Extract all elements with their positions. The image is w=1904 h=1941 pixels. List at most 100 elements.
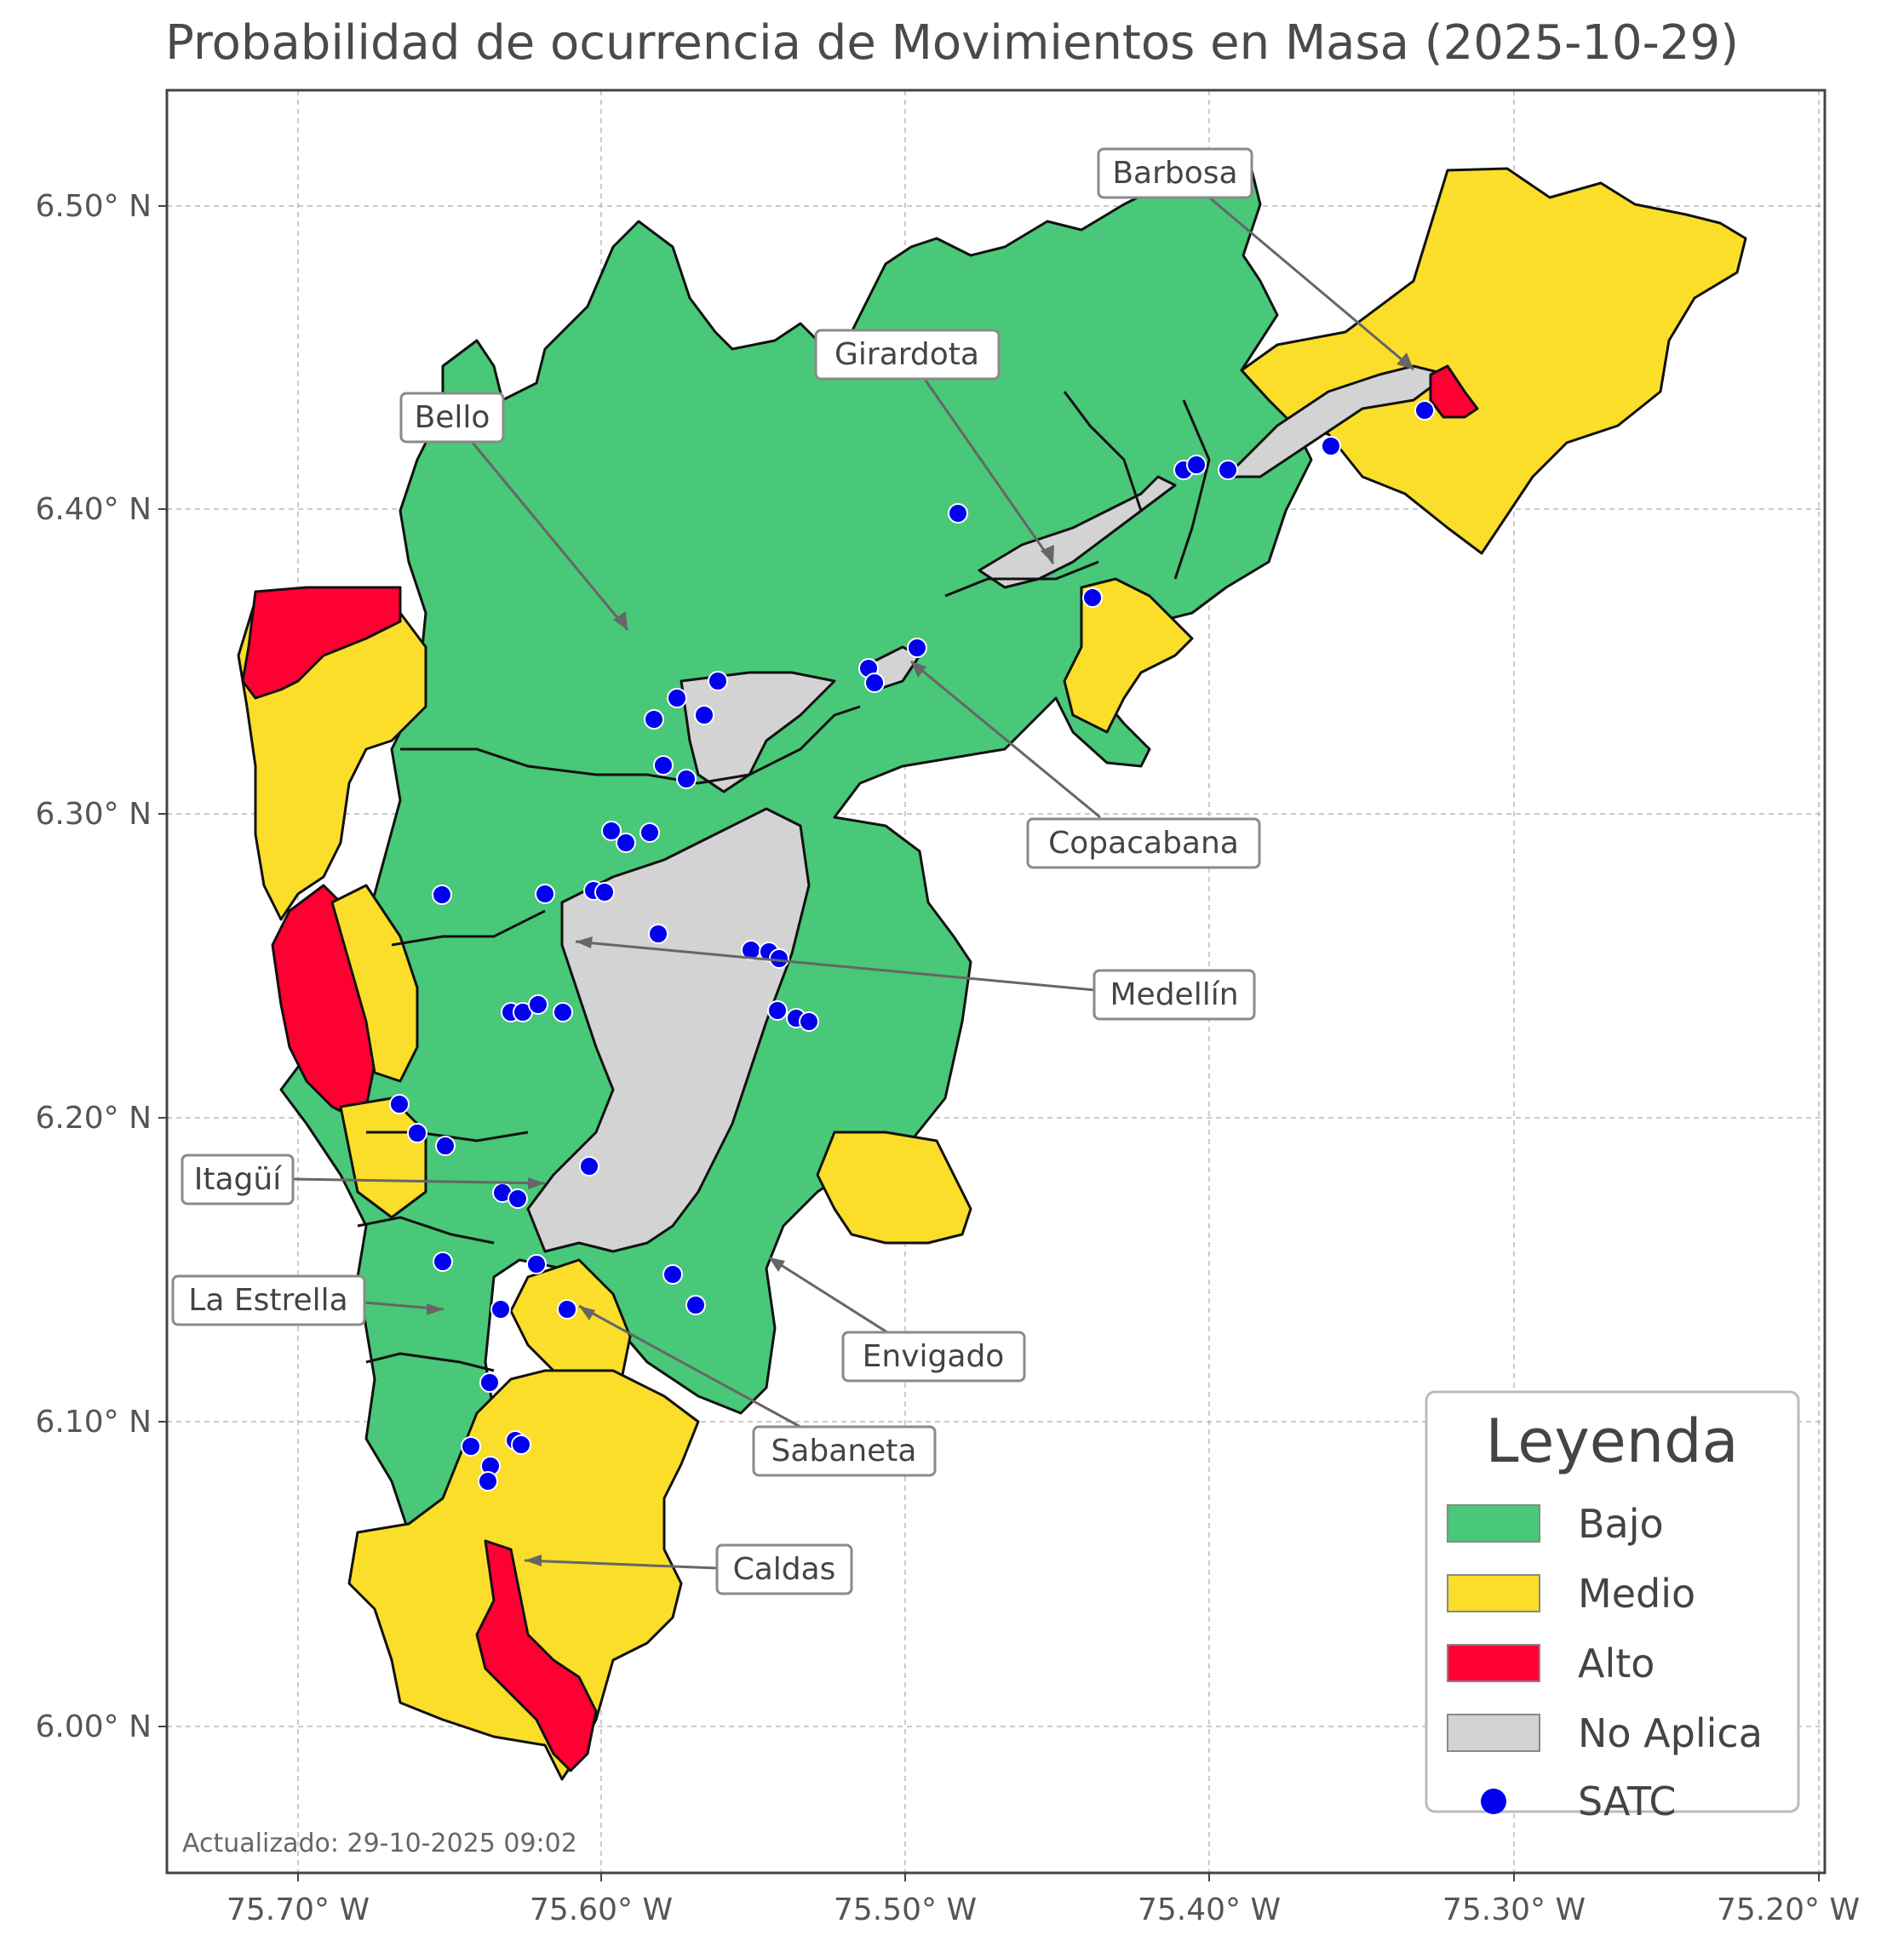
label-envigado: Envigado (768, 1256, 1026, 1383)
plot-frame (165, 89, 1827, 1875)
legend-label-medio: Medio (1578, 1571, 1695, 1617)
satc-marker (435, 1136, 456, 1156)
region-west-center-medio (330, 884, 419, 1083)
satc-marker (478, 1471, 498, 1492)
region-bello-urban (680, 671, 836, 793)
y-tick-label: 6.40° N (35, 492, 152, 527)
legend-box (1425, 1390, 1800, 1813)
muni-label: Medellín (1110, 977, 1238, 1012)
satc-marker (526, 1254, 547, 1274)
region-girardota-medio (1063, 577, 1194, 734)
legend-satc-marker (1481, 1789, 1506, 1814)
muni-label: Itagüí (194, 1162, 282, 1197)
muni-label: La Estrella (188, 1283, 347, 1318)
muni-label: Caldas (733, 1552, 836, 1587)
region-northwest-alto (241, 586, 402, 700)
satc-marker (432, 885, 452, 905)
satc-marker (616, 833, 636, 853)
label-caldas: Caldas (524, 1543, 853, 1595)
satc-marker (553, 1002, 573, 1022)
legend-label-alto: Alto (1578, 1640, 1655, 1686)
label-barbosa: Barbosa (1097, 147, 1414, 371)
legend-swatch-no-aplica (1447, 1714, 1540, 1752)
satc-marker (1414, 400, 1435, 421)
satc-marker (948, 503, 968, 524)
region-caldas-medio (347, 1369, 700, 1781)
x-tick-label: 75.60° W (530, 1892, 673, 1927)
y-tick-label: 6.30° N (35, 797, 152, 832)
satc-marker (1186, 455, 1207, 475)
y-tick-label: 6.50° N (35, 189, 152, 224)
satc-marker (535, 884, 555, 904)
municipal-borders (357, 391, 1211, 1372)
x-tick-label: 75.30° W (1442, 1892, 1586, 1927)
satc-marker (685, 1295, 706, 1315)
satc-marker (461, 1436, 481, 1457)
legend: Leyenda Bajo Medio Alto No Aplica SATC (1425, 1390, 1800, 1824)
satc-marker (767, 1000, 788, 1021)
legend-swatch-alto (1447, 1644, 1540, 1682)
satc-marker (676, 769, 697, 789)
y-tick-label: 6.00° N (35, 1709, 152, 1744)
legend-title: Leyenda (1485, 1406, 1738, 1476)
satc-marker (389, 1094, 410, 1114)
x-tick-label: 75.20° W (1717, 1892, 1860, 1927)
muni-label: Envigado (863, 1339, 1005, 1374)
legend-label-satc: SATC (1578, 1778, 1676, 1824)
region-barbosa (1240, 167, 1747, 555)
x-tick-label: 75.50° W (834, 1892, 977, 1927)
satc-marker (648, 924, 668, 944)
map-title: Probabilidad de ocurrencia de Movimiento… (165, 15, 1739, 71)
legend-swatch-bajo (1447, 1504, 1540, 1543)
x-axis-labels: 75.70° W 75.60° W 75.50° W 75.40° W 75.3… (227, 1892, 1860, 1927)
region-medellin-urban (526, 807, 811, 1253)
satc-marker (490, 1299, 511, 1320)
region-barbosa-alto (1429, 364, 1479, 419)
x-tick-label: 75.70° W (227, 1892, 370, 1927)
label-medellin: Medellín (575, 936, 1256, 1021)
municipality-annotations: Barbosa Girardota Bello Copacabana Medel… (171, 147, 1414, 1595)
label-copacabana: Copacabana (910, 660, 1261, 869)
satc-stations (389, 400, 1435, 1492)
satc-marker (639, 822, 660, 843)
x-tick-label: 75.40° W (1138, 1892, 1281, 1927)
satc-marker (579, 1156, 599, 1177)
satc-marker (479, 1372, 500, 1393)
satc-marker (1321, 436, 1341, 456)
satc-marker (557, 1299, 577, 1320)
map-regions (237, 152, 1747, 1781)
muni-label: Copacabana (1048, 826, 1239, 861)
updated-timestamp: Actualizado: 29-10-2025 09:02 (182, 1829, 577, 1858)
muni-label: Girardota (834, 337, 979, 372)
region-envigado-medio (816, 1131, 972, 1245)
satc-marker (1218, 460, 1238, 480)
satc-marker (511, 1434, 531, 1455)
satc-marker (662, 1264, 683, 1285)
satc-marker (1082, 587, 1103, 608)
label-bello: Bello (399, 392, 629, 631)
satc-marker (407, 1123, 427, 1143)
satc-marker (799, 1011, 819, 1032)
satc-marker (601, 821, 622, 841)
satc-marker (667, 688, 687, 708)
y-axis-labels: 6.50° N 6.40° N 6.30° N 6.20° N 6.10° N … (35, 189, 152, 1744)
satc-marker (653, 755, 674, 776)
satc-marker (528, 994, 548, 1015)
label-girardota: Girardota (814, 329, 1055, 564)
satc-marker (708, 671, 728, 691)
satc-marker (694, 705, 714, 725)
satc-marker (433, 1251, 453, 1272)
y-tick-label: 6.20° N (35, 1101, 152, 1136)
region-caldas-alto (475, 1539, 598, 1772)
tick-marks (158, 205, 1820, 1881)
satc-marker (769, 948, 789, 969)
satc-marker (907, 638, 927, 658)
satc-marker (508, 1188, 528, 1209)
muni-label: Sabaneta (771, 1434, 917, 1469)
muni-label: Barbosa (1112, 156, 1237, 191)
satc-marker (864, 673, 885, 693)
label-la-estrella: La Estrella (171, 1274, 444, 1326)
legend-label-no-aplica: No Aplica (1578, 1710, 1763, 1756)
legend-swatch-medio (1447, 1574, 1540, 1612)
